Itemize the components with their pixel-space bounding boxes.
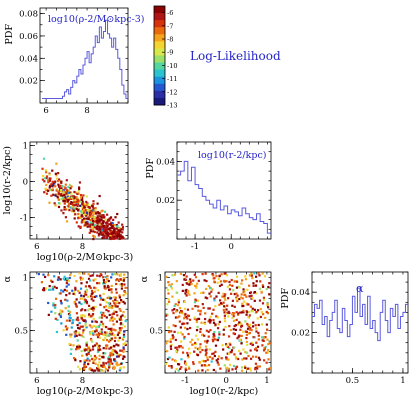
colorbar-swatch-11 <box>154 83 165 92</box>
colorbar-tick-4: -10 <box>167 62 177 70</box>
hist_r-ytick-0: 0.02 <box>156 196 175 206</box>
hist_rho-title: log10(ρ-2/M⊙kpc-3) <box>48 14 144 25</box>
hist_r-xtick-0: -1 <box>191 242 199 252</box>
scatter_r_alpha-ytick-1: 1 <box>158 273 163 283</box>
colorbar-frame <box>153 5 166 106</box>
scatter_rho_r-ytick-2: 1 <box>23 142 28 152</box>
scatter_r_alpha-xlabel: log10(r-2/kpc) <box>190 386 259 397</box>
colorbar-tick-0: -6 <box>167 9 173 17</box>
hist_alpha-ytick-0: 0.02 <box>291 329 310 339</box>
colorbar-swatch-9 <box>154 69 165 78</box>
hist_r-ytick-1: 0.04 <box>156 157 175 167</box>
scatter_rho_alpha-xlabel: log10(ρ-2/M⊙kpc-3) <box>37 386 133 397</box>
hist_alpha-ytick-1: 0.04 <box>291 288 310 298</box>
hist_alpha-title: α <box>356 282 364 295</box>
scatter_rho_alpha-points <box>37 272 127 372</box>
scatter_r_alpha-xtick-2: 1 <box>264 376 269 386</box>
hist_rho-xtick-1: 8 <box>84 106 89 116</box>
scatter_rho_alpha-xtick-0: 6 <box>34 376 39 386</box>
scatter_rho_alpha-ytick-0: 0.5 <box>14 326 28 336</box>
colorbar-swatch-2 <box>154 20 165 28</box>
colorbar-tick-3: -9 <box>167 49 173 57</box>
scatter_rho_r: 6 8 -1 0 1 log10(ρ-2/M⊙kpc-3) log10(r-2/kpc) <box>2 142 133 263</box>
scatter_r_alpha-xtick-0: -1 <box>181 376 189 386</box>
scatter_r_alpha-ytick-0: 0.5 <box>149 326 163 336</box>
hist_alpha-ylabel: PDF <box>280 288 291 309</box>
colorbar-swatch-3 <box>154 27 165 35</box>
colorbar-tick-7: -13 <box>167 102 177 110</box>
scatter_r_alpha: -1 0 1 0.5 1 log10(r-2/kpc) α <box>139 271 272 397</box>
hist_rho-ylabel: PDF <box>4 24 15 45</box>
colorbar-swatch-13 <box>154 97 165 106</box>
colorbar-swatch-5 <box>154 41 165 49</box>
scatter_rho_alpha: 6 8 0.5 1 log10(ρ-2/M⊙kpc-3) α <box>2 271 133 397</box>
hist_rho-xtick-0: 6 <box>43 106 48 116</box>
hist_rho-bars <box>42 19 128 100</box>
colorbar-swatch-8 <box>154 62 165 71</box>
hist_alpha-xtick-1: 1 <box>400 376 405 386</box>
hist_rho-ytick-0: 0.02 <box>19 77 38 87</box>
scatter_rho_alpha-ytick-1: 1 <box>23 273 28 283</box>
hist_rho-ytick-2: 0.06 <box>19 32 38 42</box>
colorbar-tick-6: -12 <box>167 88 177 96</box>
scatter_r_alpha-points <box>164 272 271 372</box>
scatter_rho_alpha-xtick-1: 8 <box>80 376 85 386</box>
hist_rho-ytick-3: 0.08 <box>19 10 38 20</box>
colorbar-swatch-10 <box>154 76 165 85</box>
scatter_r_alpha-xtick-1: 0 <box>223 376 228 386</box>
colorbar-swatch-7 <box>154 55 165 63</box>
colorbar-tick-1: -7 <box>167 22 173 30</box>
colorbar-swatch-1 <box>154 13 165 21</box>
colorbar-swatch-6 <box>154 48 165 56</box>
hist_r-xtick-1: 0 <box>229 242 234 252</box>
hist_rho: 6 8 0.02 0.04 0.06 0.08 PDF log10(ρ-2/M⊙kpc-3) <box>4 7 144 116</box>
scatter_rho_r-ytick-0: -1 <box>20 213 28 223</box>
scatter_rho_r-ytick-1: 0 <box>23 178 28 188</box>
log-likelihood-label: Log-Likelihood <box>190 49 281 63</box>
scatter_rho_r-xlabel: log10(ρ-2/M⊙kpc-3) <box>37 252 133 263</box>
scatter_rho_r-points <box>41 157 125 241</box>
hist_r-bars <box>177 160 271 234</box>
colorbar-swatch-0 <box>154 6 165 14</box>
scatter_rho_alpha-ylabel: α <box>2 275 13 282</box>
colorbar-swatch-12 <box>154 90 165 99</box>
colorbar-tick-5: -11 <box>167 75 177 83</box>
colorbar: -6 -7 -8 -9 -10 -11 -12 -13 <box>153 5 177 110</box>
scatter_rho_alpha-frame <box>29 271 129 374</box>
hist_r-ylabel: PDF <box>145 158 156 179</box>
hist_alpha-bars <box>312 287 408 342</box>
hist_rho-frame <box>39 7 129 104</box>
scatter_rho_r-xtick-0: 6 <box>34 242 39 252</box>
hist_r-title: log10(r-2/kpc) <box>198 150 267 161</box>
hist_alpha-xtick-0: 0.5 <box>346 376 360 386</box>
hist_rho-ytick-1: 0.04 <box>19 54 38 64</box>
colorbar-tick-2: -8 <box>167 36 173 44</box>
scatter_r_alpha-frame <box>164 271 272 374</box>
scatter_rho_r-xtick-1: 8 <box>80 242 85 252</box>
scatter_rho_r-ylabel: log10(r-2/kpc) <box>2 146 13 215</box>
colorbar-swatch-4 <box>154 34 165 42</box>
scatter_r_alpha-ylabel: α <box>139 275 150 282</box>
